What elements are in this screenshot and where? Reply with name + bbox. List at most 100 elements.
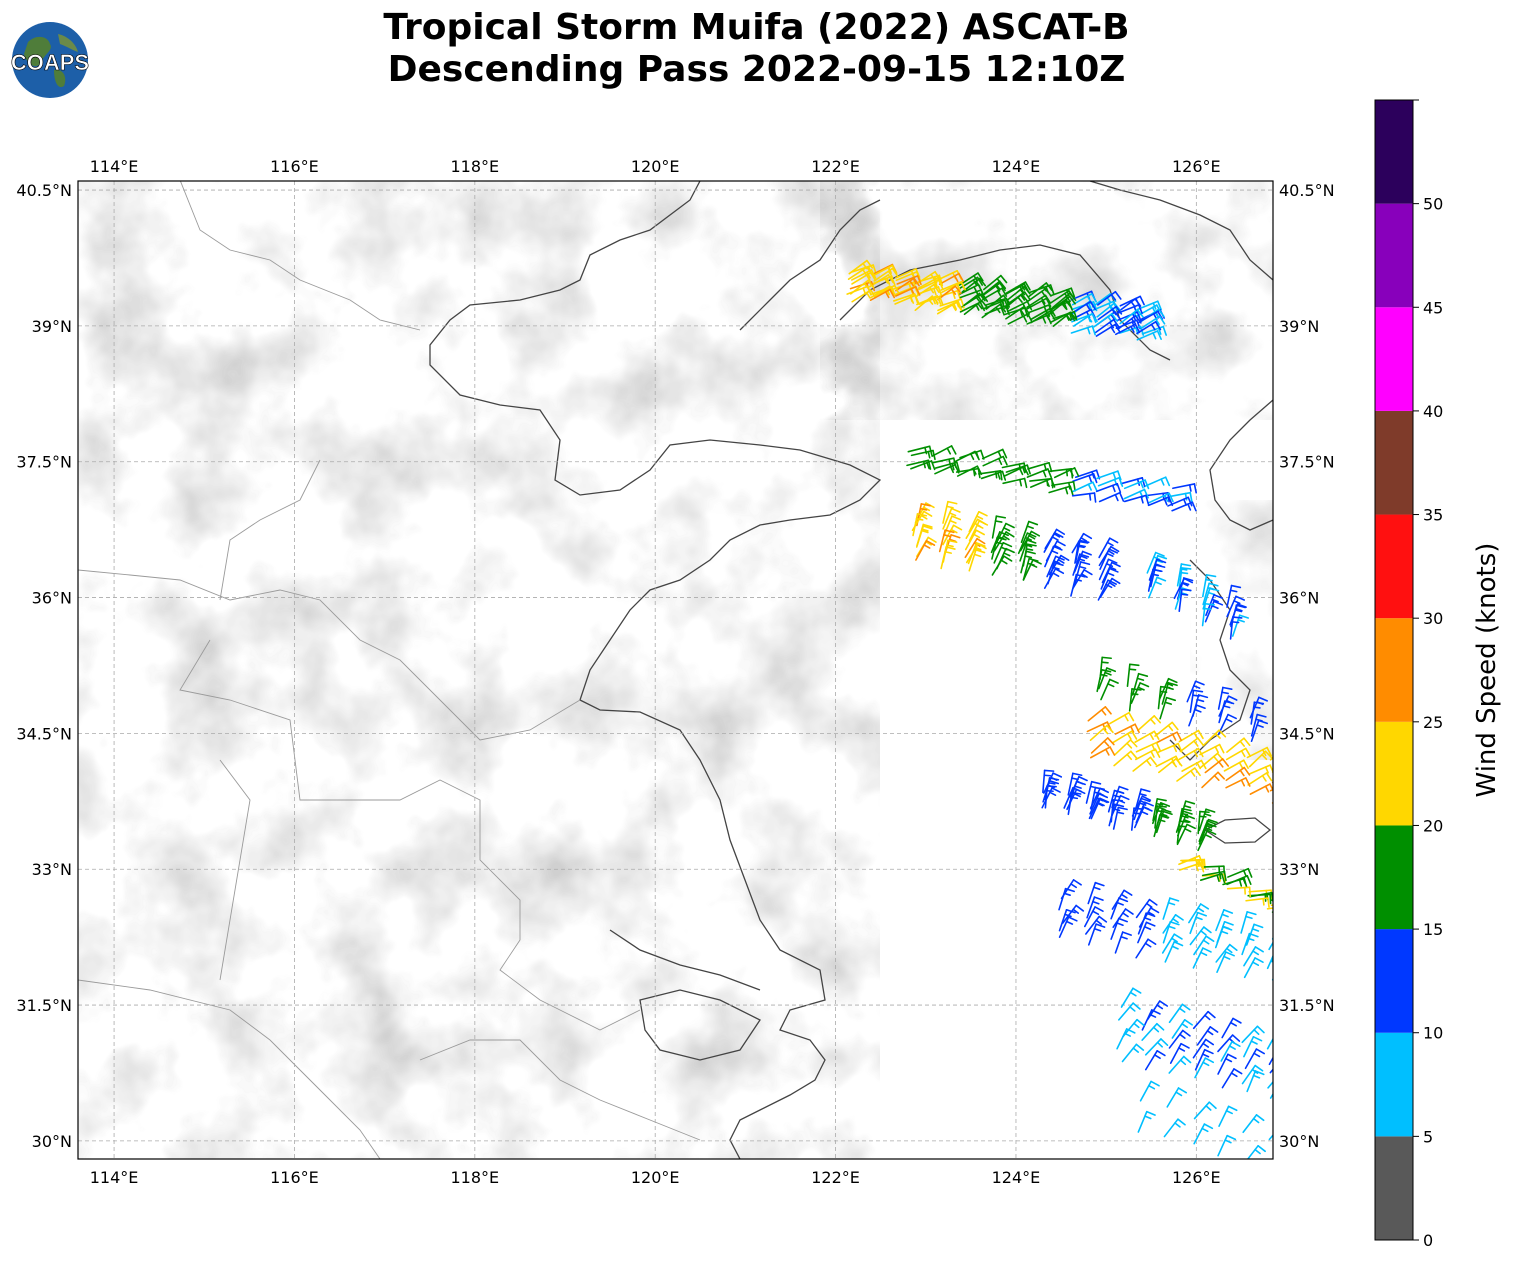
wind-barb <box>931 445 957 457</box>
wind-barb <box>1225 747 1252 761</box>
wind-barb <box>964 529 985 551</box>
lon-tick-label: 118°E <box>451 157 500 176</box>
wind-barb <box>1087 706 1112 722</box>
wind-barb <box>1072 481 1098 493</box>
wind-barb <box>1058 908 1076 932</box>
wind-barb <box>914 295 939 312</box>
wind-barb <box>1089 724 1114 741</box>
wind-barb <box>1269 756 1273 761</box>
wind-barb <box>982 287 1008 301</box>
wind-barb <box>1017 532 1037 555</box>
wind-barb <box>1058 887 1075 911</box>
wind-barb <box>1226 886 1251 898</box>
wind-barb <box>991 555 1013 576</box>
wind-barb <box>938 529 955 553</box>
wind-barb <box>1266 954 1273 970</box>
colorbar-tick-label: 35 <box>1423 506 1443 525</box>
wind-barb <box>1271 957 1273 963</box>
wind-barb <box>1250 701 1265 725</box>
wind-barb <box>1163 1118 1186 1138</box>
lat-tick-label: 30°N <box>1279 1132 1319 1151</box>
logo-text: COAPS <box>11 50 89 75</box>
wind-barb <box>1199 872 1226 884</box>
wind-barb <box>1089 746 1116 759</box>
wind-barb <box>1117 314 1142 331</box>
wind-barb <box>1096 669 1112 693</box>
colorbar-tick-label: 10 <box>1423 1024 1443 1043</box>
lat-tick-label: 37.5°N <box>1279 453 1335 472</box>
wind-barb <box>1116 1028 1136 1050</box>
wind-barb <box>1098 667 1117 690</box>
wind-barb <box>1171 1019 1193 1039</box>
wind-barb <box>985 294 1010 310</box>
wind-barb <box>1179 737 1205 753</box>
wind-barb <box>1168 1003 1191 1024</box>
wind-barb <box>851 289 877 303</box>
lat-ticks-left: 40.5°N 39°N 37.5°N 36°N 34.5°N 33°N 31.5°N 30°N <box>16 181 72 1151</box>
lon-tick-label: 118°E <box>451 1168 500 1187</box>
lon-tick-label: 116°E <box>270 1168 319 1187</box>
wind-barb <box>1270 904 1273 907</box>
lat-tick-label: 33°N <box>1279 860 1319 879</box>
lat-tick-label: 39°N <box>32 317 72 336</box>
wind-barb <box>1152 798 1167 822</box>
wind-barb <box>1271 977 1273 981</box>
wind-barb <box>1245 897 1270 908</box>
wind-barb <box>1002 477 1028 489</box>
lon-tick-label: 126°E <box>1172 1168 1221 1187</box>
wind-barb <box>1087 923 1106 946</box>
wind-barb <box>1052 292 1077 309</box>
wind-barb <box>1144 1038 1169 1056</box>
colorbar-segment <box>1375 100 1413 204</box>
wind-barb <box>1271 781 1273 784</box>
wind-barb <box>941 281 967 294</box>
wind-barbs <box>846 259 1273 1159</box>
wind-barb <box>1271 770 1273 773</box>
wind-barb <box>1193 935 1215 956</box>
wind-barb <box>1158 757 1183 774</box>
wind-barb <box>1202 574 1217 598</box>
wind-barb <box>1226 584 1242 608</box>
colorbar-tick-label: 30 <box>1423 609 1443 628</box>
wind-barb <box>1137 1110 1156 1133</box>
wind-barb <box>1148 576 1167 599</box>
wind-barb <box>1022 557 1039 581</box>
lat-tick-label: 31.5°N <box>16 996 72 1015</box>
wind-barb <box>1164 941 1184 963</box>
wind-barb <box>1135 938 1157 959</box>
wind-barb <box>1006 285 1031 302</box>
wind-barb <box>1090 737 1115 754</box>
wind-barb <box>1030 477 1056 488</box>
wind-barb <box>1005 305 1031 320</box>
lon-tick-label: 116°E <box>270 157 319 176</box>
wind-barb <box>1201 771 1225 789</box>
wind-barb <box>1114 323 1141 336</box>
wind-barb <box>1112 730 1138 744</box>
wind-barb <box>967 542 986 565</box>
wind-barb <box>1095 323 1121 337</box>
lon-ticks-top: 114°E 116°E 118°E 120°E 122°E 124°E 126°E <box>90 157 1221 176</box>
colorbar-tick-label: 0 <box>1423 1231 1433 1250</box>
colorbar-label: Wind Speed (knots) <box>1472 543 1502 798</box>
wind-barb <box>1154 721 1179 737</box>
wind-barb <box>1178 588 1192 613</box>
colorbar-segment <box>1375 307 1413 411</box>
wind-barb <box>1194 1057 1215 1079</box>
lon-tick-label: 124°E <box>992 1168 1041 1187</box>
wind-barb <box>915 539 936 561</box>
wind-barb <box>1140 315 1166 330</box>
wind-barb <box>1097 579 1117 601</box>
wind-barb <box>1162 921 1180 944</box>
colorbar-tick-label: 20 <box>1423 816 1443 835</box>
wind-barb <box>942 507 961 530</box>
wind-barb <box>1141 1022 1165 1041</box>
wind-barb <box>1178 729 1204 743</box>
coaps-logo: COAPS <box>11 22 89 98</box>
wind-barb <box>1118 1002 1141 1021</box>
wind-barb <box>1227 867 1253 878</box>
wind-barb <box>1162 897 1180 920</box>
lat-tick-label: 37.5°N <box>16 453 72 472</box>
wind-barb <box>915 525 933 548</box>
wind-barb <box>910 460 936 471</box>
wind-barb <box>1098 491 1125 503</box>
